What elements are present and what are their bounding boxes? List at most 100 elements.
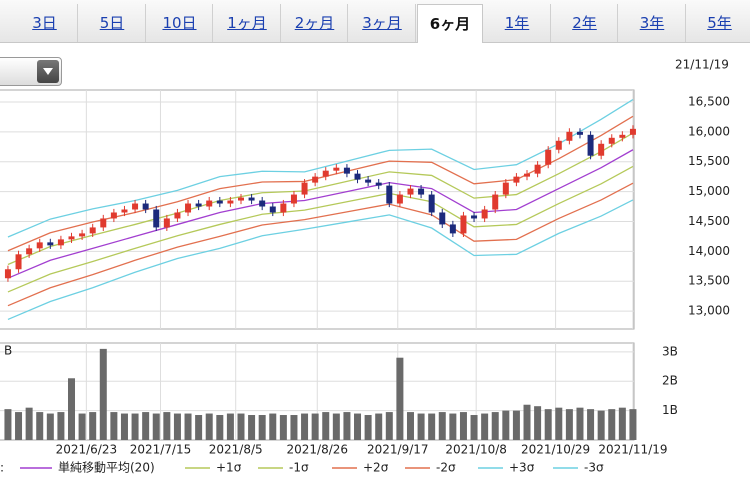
candle-body	[566, 131, 573, 141]
volume-bar	[587, 409, 595, 440]
tab[interactable]: 6ヶ月	[417, 4, 483, 43]
candle-body	[280, 203, 287, 213]
volume-bar	[301, 413, 309, 440]
legend-prefix: :	[0, 461, 4, 475]
tab[interactable]: 3日	[12, 4, 78, 42]
volume-bar	[216, 415, 224, 440]
y-tick-label: 3B	[662, 344, 678, 358]
tab[interactable]: 1ヶ月	[215, 4, 281, 42]
volume-bar	[195, 415, 203, 440]
volume-bar	[364, 415, 372, 440]
volume-bar	[25, 407, 33, 440]
volume-bar	[163, 412, 171, 440]
volume-bar	[46, 413, 54, 440]
candle-body	[619, 134, 626, 138]
candle-body	[333, 167, 340, 171]
volume-bar	[449, 413, 457, 440]
candle-body	[100, 218, 107, 228]
y-tick-label: 2B	[662, 374, 678, 388]
candle-body	[153, 209, 160, 228]
volume-bar	[184, 413, 192, 440]
y-tick-label: 16,500	[688, 94, 730, 108]
volume-bar	[354, 413, 362, 440]
band-line	[7, 199, 634, 321]
volume-bar	[470, 415, 478, 440]
candle-body	[301, 182, 308, 195]
legend-label: +1σ	[216, 461, 242, 475]
x-tick-label: 2021/11/19	[598, 443, 667, 457]
candle-body	[598, 143, 605, 156]
candle-body	[407, 188, 414, 195]
dropdown[interactable]	[0, 57, 62, 86]
volume-bar	[15, 412, 23, 440]
tab[interactable]: 1年	[485, 4, 551, 42]
volume-bar	[248, 415, 256, 440]
volume-unit: B	[4, 344, 12, 358]
band-line	[7, 132, 634, 266]
band-line	[7, 99, 634, 238]
candle-body	[439, 212, 446, 225]
volume-bar	[57, 412, 65, 440]
volume-bar	[523, 404, 531, 440]
volume-bar	[237, 413, 245, 440]
candle-body	[269, 206, 276, 213]
volume-bar	[438, 412, 446, 440]
tab[interactable]: 3ヶ月	[350, 4, 416, 42]
candle-body	[163, 218, 170, 228]
candle-body	[237, 197, 244, 201]
legend-label: +3σ	[509, 461, 535, 475]
y-tick-label: 15,000	[688, 184, 730, 198]
volume-bar	[152, 413, 160, 440]
tab[interactable]: 5日	[80, 4, 146, 42]
candle-body	[248, 197, 255, 201]
tab[interactable]: 2年	[552, 4, 618, 42]
candle-body	[79, 233, 86, 237]
y-tick-label: 15,500	[688, 154, 730, 168]
candle-body	[185, 203, 192, 213]
x-tick-label: 2021/7/15	[130, 443, 192, 457]
candle-body	[15, 254, 22, 270]
candle-body	[608, 137, 615, 144]
volume-bar	[608, 409, 616, 440]
volume-bar	[226, 413, 234, 440]
volume-bar	[481, 413, 489, 440]
volume-bar	[597, 410, 605, 440]
candle-body	[89, 227, 96, 234]
candle-body	[396, 194, 403, 204]
candle-body	[206, 200, 213, 207]
volume-bar	[36, 412, 44, 440]
candle-body	[587, 134, 594, 156]
tab[interactable]: 2ヶ月	[282, 4, 348, 42]
tab[interactable]: 10日	[147, 4, 213, 42]
band-line	[7, 165, 634, 293]
candle-body	[513, 176, 520, 183]
dropdown-arrow[interactable]	[37, 60, 59, 83]
volume-bar	[89, 412, 97, 440]
x-tick-label: 2021/8/26	[286, 443, 348, 457]
y-tick-label: 13,500	[688, 274, 730, 288]
candle-body	[386, 185, 393, 204]
x-tick-label: 2021/10/29	[521, 443, 590, 457]
candle-body	[481, 209, 488, 219]
volume-bar	[385, 412, 393, 440]
legend-label: -3σ	[584, 461, 604, 475]
candle-body	[375, 182, 382, 186]
candle-body	[132, 203, 139, 210]
candle-body	[629, 128, 636, 135]
tab[interactable]: 3年	[620, 4, 686, 42]
y-tick-label: 13,000	[688, 304, 730, 318]
tab[interactable]: 5年	[687, 4, 750, 42]
x-tick-label: 2021/10/8	[445, 443, 507, 457]
y-tick-label: 1B	[662, 403, 678, 417]
volume-bar	[576, 407, 584, 440]
volume-bar	[332, 413, 340, 440]
volume-bar	[322, 412, 330, 440]
x-tick-label: 2021/9/17	[367, 443, 429, 457]
candle-body	[68, 236, 75, 240]
volume-bar	[205, 413, 213, 440]
x-tick-label: 2021/8/5	[209, 443, 263, 457]
volume-bar	[142, 412, 150, 440]
candle-body	[534, 164, 541, 174]
